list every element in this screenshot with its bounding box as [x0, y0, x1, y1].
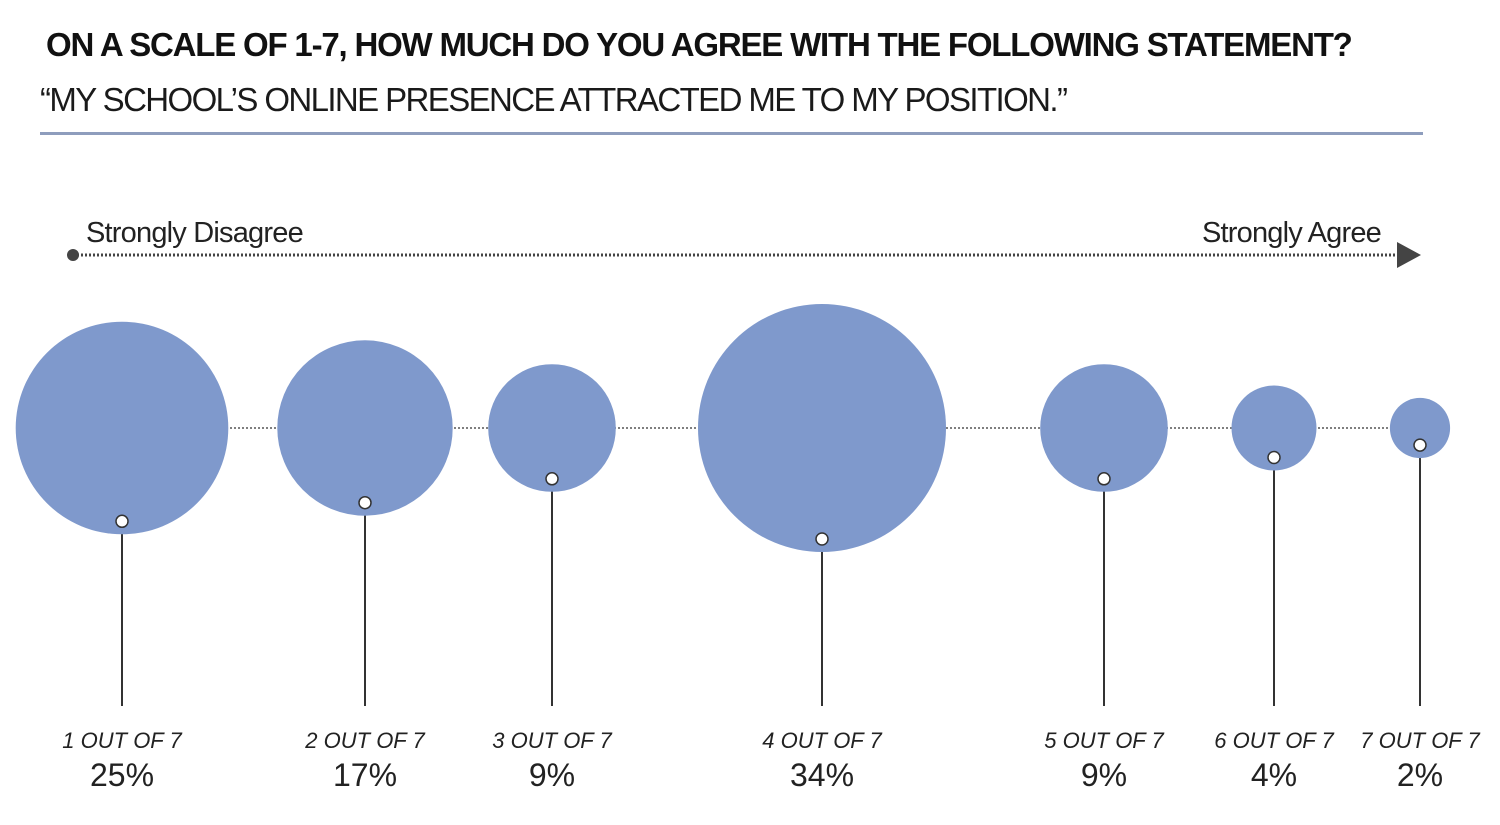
stem-pin [815, 532, 829, 546]
bubble [1040, 364, 1168, 492]
bubble [277, 340, 453, 516]
category-label: 7 OUT OF 7 [1360, 728, 1480, 753]
value-label: 25% [90, 757, 154, 793]
value-label: 9% [529, 757, 575, 793]
stem-pin [1097, 472, 1111, 486]
stem-pin [1413, 438, 1427, 452]
category-label: 5 OUT OF 7 [1044, 728, 1164, 753]
agreement-scale: Strongly Disagree Strongly Agree [67, 217, 1421, 268]
bubble [698, 304, 946, 552]
labels-layer: 1 OUT OF 7 25% 2 OUT OF 7 17% 3 OUT OF 7 9% 4 … [62, 728, 1480, 793]
stem-pin [358, 495, 372, 510]
value-label: 4% [1251, 757, 1297, 793]
value-label: 17% [333, 757, 397, 793]
bubble [1231, 385, 1317, 471]
bubbles-layer [15, 304, 1451, 552]
chart-subtitle: “MY SCHOOL’S ONLINE PRESENCE ATTRACTED M… [40, 81, 1068, 118]
value-label: 2% [1397, 757, 1443, 793]
category-label: 2 OUT OF 7 [304, 728, 425, 753]
scale-start-label: Strongly Disagree [86, 217, 303, 249]
stem-pin [1267, 450, 1281, 465]
value-label: 9% [1081, 757, 1127, 793]
scale-end-label: Strongly Agree [1202, 217, 1381, 249]
category-label: 6 OUT OF 7 [1214, 728, 1334, 753]
bubble [1389, 397, 1451, 459]
stems-layer [121, 445, 1421, 706]
value-label: 34% [790, 757, 854, 793]
stem-pin [115, 514, 129, 529]
header-divider [40, 132, 1423, 135]
scale-arrow-head-icon [1397, 242, 1421, 268]
bubble [488, 364, 616, 492]
pins-layer [115, 438, 1427, 546]
chart-title: ON A SCALE OF 1-7, HOW MUCH DO YOU AGREE… [46, 26, 1353, 63]
stem-pin [545, 472, 559, 486]
category-label: 4 OUT OF 7 [762, 728, 882, 753]
category-label: 3 OUT OF 7 [492, 728, 612, 753]
bubble [15, 321, 229, 535]
category-label: 1 OUT OF 7 [62, 728, 182, 753]
